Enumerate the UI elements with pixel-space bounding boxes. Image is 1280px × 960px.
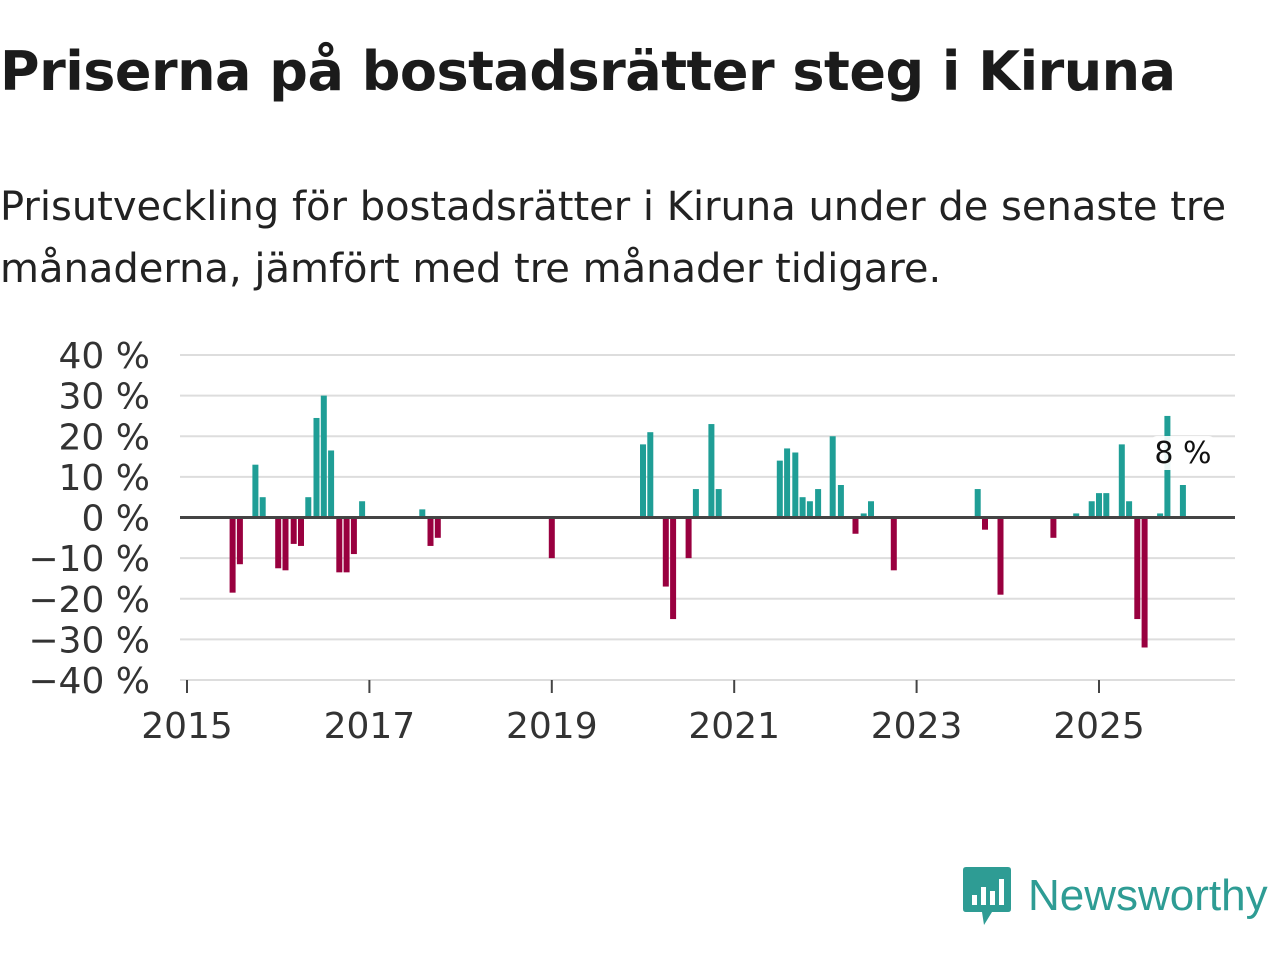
x-tick-label: 2021 <box>688 706 780 747</box>
bar <box>229 517 236 593</box>
bar <box>434 517 441 538</box>
bar <box>1141 517 1148 648</box>
bar <box>1073 513 1080 518</box>
bar <box>792 452 799 518</box>
y-tick-label: 40 % <box>59 336 150 377</box>
bar <box>715 489 722 518</box>
bar <box>252 464 259 518</box>
bar <box>259 497 266 518</box>
x-tick-label: 2015 <box>141 706 233 747</box>
bar <box>647 432 654 518</box>
bar <box>837 485 844 518</box>
y-tick-label: −40 % <box>28 661 150 702</box>
y-tick-label: 0 % <box>81 499 150 540</box>
x-tick-label: 2017 <box>324 706 416 747</box>
bar <box>868 501 874 518</box>
x-tick-label: 2023 <box>871 706 963 747</box>
bar <box>290 517 297 544</box>
bar <box>890 517 897 571</box>
bar <box>1179 485 1186 518</box>
x-tick-label: 2025 <box>1053 706 1145 747</box>
bar <box>815 489 822 518</box>
y-tick-label: 30 % <box>59 377 150 418</box>
bar <box>829 436 836 518</box>
y-axis-tick-labels: 40 %30 %20 %10 %0 %−10 %−20 %−30 %−40 % <box>28 336 150 702</box>
bar <box>662 517 669 587</box>
bar <box>419 509 426 518</box>
bar <box>305 497 312 518</box>
bar <box>692 489 699 518</box>
bar <box>282 517 289 571</box>
bar <box>427 517 434 546</box>
bar <box>236 517 243 565</box>
x-tick-label: 2019 <box>506 706 598 747</box>
bar <box>1088 501 1095 518</box>
latest-value-label: 8 % <box>1154 436 1211 471</box>
bar <box>982 517 988 530</box>
bar <box>1126 501 1133 518</box>
bar <box>350 517 357 555</box>
bar <box>784 448 791 518</box>
y-tick-label: 10 % <box>59 458 150 499</box>
bar <box>298 517 304 546</box>
bar <box>320 395 327 518</box>
y-tick-label: 20 % <box>59 417 150 458</box>
bars <box>229 395 1186 648</box>
bar <box>852 517 859 534</box>
bar <box>548 517 555 559</box>
bar <box>313 417 320 518</box>
bar <box>806 501 813 518</box>
bar <box>343 517 350 573</box>
bar <box>1103 493 1110 518</box>
bar <box>640 444 646 518</box>
annotation-background <box>1150 436 1215 470</box>
bar <box>1157 513 1164 518</box>
bar <box>860 513 867 518</box>
y-tick-label: −10 % <box>28 539 150 580</box>
bar <box>708 424 715 518</box>
bar <box>336 517 343 573</box>
chart-subtitle: Prisutveckling för bostadsrätter i Kirun… <box>0 184 1227 292</box>
bar <box>1096 493 1102 518</box>
bar <box>1118 444 1125 518</box>
bar <box>974 489 981 518</box>
bar <box>997 517 1004 595</box>
bar <box>1134 517 1141 620</box>
bar <box>328 450 335 518</box>
x-axis: 2015 2017 2019 2021 2023 2025 <box>141 680 1145 747</box>
bar <box>1050 517 1057 538</box>
bar <box>685 517 692 559</box>
bar <box>799 497 806 518</box>
bar <box>776 460 783 518</box>
chart-title: Priserna på bostadsrätter steg i Kiruna <box>0 40 1176 103</box>
brand-name: Newsworthy <box>1028 871 1268 920</box>
annotation-layer: 8 % <box>1150 436 1215 471</box>
bar <box>359 501 366 518</box>
grid-lines <box>180 354 1235 681</box>
y-tick-label: −20 % <box>28 580 150 621</box>
newsworthy-logo-icon <box>963 867 1011 925</box>
brand-logo: Newsworthy <box>962 864 1268 928</box>
y-tick-label: −30 % <box>28 620 150 661</box>
bar <box>670 517 677 620</box>
bar <box>275 517 282 569</box>
